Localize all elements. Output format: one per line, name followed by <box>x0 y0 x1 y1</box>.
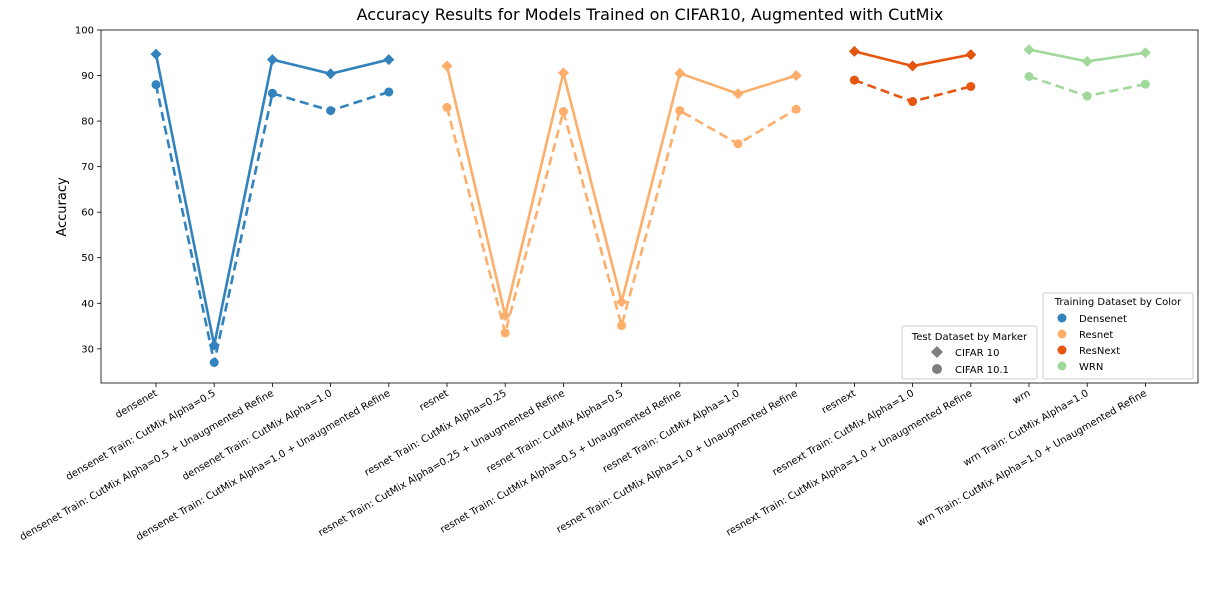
legend-color-item: ResNext <box>1079 346 1120 357</box>
series-densenet <box>150 48 395 368</box>
point-cifar101 <box>384 87 394 97</box>
y-tick-label: 100 <box>75 26 94 37</box>
legend-circle-icon <box>932 364 942 374</box>
point-cifar10 <box>499 310 511 322</box>
legend-marker-item-1: CIFAR 10.1 <box>955 365 1009 376</box>
y-axis-label: Accuracy <box>55 177 70 237</box>
point-cifar101 <box>1082 91 1092 101</box>
legend-color-swatch <box>1057 345 1067 355</box>
series-resnet <box>441 60 802 339</box>
point-cifar101 <box>442 102 452 112</box>
point-cifar101 <box>500 328 510 338</box>
point-cifar10 <box>1023 44 1035 56</box>
point-cifar101 <box>966 81 976 91</box>
y-axis-ticks: 30 40 50 60 70 80 90 100 <box>75 26 101 355</box>
point-cifar10 <box>266 54 278 66</box>
series-resnext <box>848 45 977 107</box>
y-tick-label: 50 <box>81 253 94 264</box>
legend-color-item: WRN <box>1079 362 1103 373</box>
point-cifar10 <box>441 60 453 72</box>
point-cifar10 <box>848 45 860 57</box>
series-layer <box>150 44 1151 368</box>
point-cifar101 <box>209 358 219 368</box>
y-tick-label: 60 <box>81 208 94 219</box>
y-tick-label: 70 <box>81 162 94 173</box>
point-cifar10 <box>907 60 919 72</box>
point-cifar101 <box>151 80 161 90</box>
point-cifar101 <box>733 139 743 149</box>
legend-color-items: Densenet Resnet ResNext WRN <box>1057 313 1127 373</box>
x-tick-label: wrn <box>1011 388 1032 407</box>
point-cifar10 <box>150 48 162 60</box>
legend-color-swatch <box>1057 361 1067 371</box>
point-cifar10 <box>383 54 395 66</box>
legend-color-box <box>1042 292 1194 380</box>
point-cifar101 <box>908 97 918 107</box>
series-wrn <box>1023 44 1151 101</box>
point-cifar10 <box>325 68 337 80</box>
point-cifar10 <box>1081 55 1093 67</box>
point-cifar101 <box>558 107 568 117</box>
point-cifar101 <box>617 321 627 331</box>
series-line-cifar10 <box>445 65 797 316</box>
point-cifar101 <box>791 104 801 114</box>
x-tick-label: densenet Train: CutMix Alpha=0.5 + Unaug… <box>18 388 276 543</box>
y-tick-label: 80 <box>81 117 94 128</box>
legend-color-swatch <box>1057 329 1067 339</box>
legend-color-item: Resnet <box>1079 330 1113 341</box>
series-line-cifar101 <box>154 84 390 363</box>
point-cifar10 <box>790 70 802 82</box>
x-tick-label: resnext <box>820 388 858 416</box>
point-cifar101 <box>1024 71 1034 81</box>
point-cifar10 <box>557 67 569 79</box>
point-cifar10 <box>965 49 977 61</box>
point-cifar10 <box>616 296 628 308</box>
legend-marker: Test Dataset by Marker CIFAR 10 CIFAR 10… <box>901 325 1038 380</box>
chart-title: Accuracy Results for Models Trained on C… <box>357 5 944 24</box>
point-cifar10 <box>732 88 744 100</box>
point-cifar101 <box>326 106 336 116</box>
point-cifar101 <box>267 88 277 98</box>
legend-color-item: Densenet <box>1079 314 1127 325</box>
legend-color-swatch <box>1057 313 1067 323</box>
y-tick-label: 90 <box>81 71 94 82</box>
plot-frame <box>100 29 1199 384</box>
x-tick-label: resnet <box>418 388 451 413</box>
x-tick-label: densenet <box>114 388 160 421</box>
point-cifar10 <box>1139 47 1151 59</box>
point-cifar10 <box>674 67 686 79</box>
legend-marker-item-0: CIFAR 10 <box>955 348 999 359</box>
y-tick-label: 30 <box>81 344 94 355</box>
point-cifar10 <box>208 339 220 351</box>
point-cifar101 <box>1140 79 1150 89</box>
legend-color: Training Dataset by Color Densenet Resnet… <box>1042 292 1194 380</box>
legend-diamond-icon <box>931 346 943 358</box>
point-cifar101 <box>849 75 859 85</box>
y-tick-label: 40 <box>81 299 94 310</box>
point-cifar101 <box>675 106 685 116</box>
legend-marker-title: Test Dataset by Marker <box>911 332 1028 343</box>
legend-color-title: Training Dataset by Color <box>1054 297 1182 308</box>
